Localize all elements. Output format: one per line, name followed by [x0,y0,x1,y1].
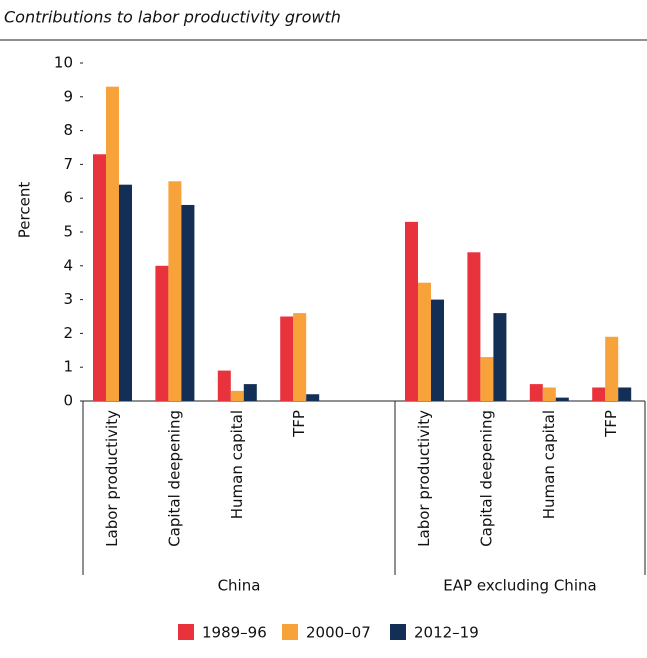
x-tick-label: TFP [290,410,308,438]
legend-swatch [282,624,298,640]
x-tick-label: Capital deepening [165,410,183,547]
x-tick-label: Capital deepening [477,410,495,547]
legend-label: 2000–07 [306,624,371,642]
y-tick-label: 5 [63,223,73,241]
bar [293,313,307,401]
legend-label: 1989–96 [202,624,267,642]
bar [405,221,418,401]
legend-swatch [390,624,406,640]
x-tick-label: Human capital [540,410,558,519]
x-tick-label: Labor productivity [415,410,433,547]
y-tick-label: 9 [63,87,73,105]
bar [542,387,556,401]
bar [480,357,494,401]
y-tick-label: 6 [63,189,73,207]
bar [168,181,182,401]
bar [280,316,294,401]
bar [555,397,569,401]
bar [119,184,132,401]
x-tick-label: Human capital [228,410,246,519]
y-tick-label: 10 [54,54,73,72]
bar [431,299,444,401]
bar [529,384,543,401]
chart-title: Contributions to labor productivity grow… [4,8,341,27]
bar [106,86,119,401]
y-tick-label: 7 [63,155,73,173]
group-label: China [218,577,261,595]
bar [592,387,606,401]
bar [155,265,169,401]
bar [181,204,195,401]
x-tick-label: Labor productivity [103,410,121,547]
bar [306,394,320,401]
bar [493,313,507,401]
y-tick-label: 0 [63,392,73,410]
bar [467,252,481,401]
y-tick-label: 8 [63,121,73,139]
y-tick-label: 3 [63,290,73,308]
y-axis-label: Percent [16,182,34,239]
y-tick-label: 1 [63,358,73,376]
bar [605,336,619,401]
bar [230,390,244,401]
bar [418,282,431,401]
bar [217,370,231,401]
bar [618,387,632,401]
bar [93,154,106,401]
legend-swatch [178,624,194,640]
group-label: EAP excluding China [443,577,596,595]
y-tick-label: 4 [63,256,73,274]
legend-label: 2012–19 [414,624,479,642]
bar [243,384,257,401]
y-tick-label: 2 [63,324,73,342]
x-tick-label: TFP [602,410,620,438]
